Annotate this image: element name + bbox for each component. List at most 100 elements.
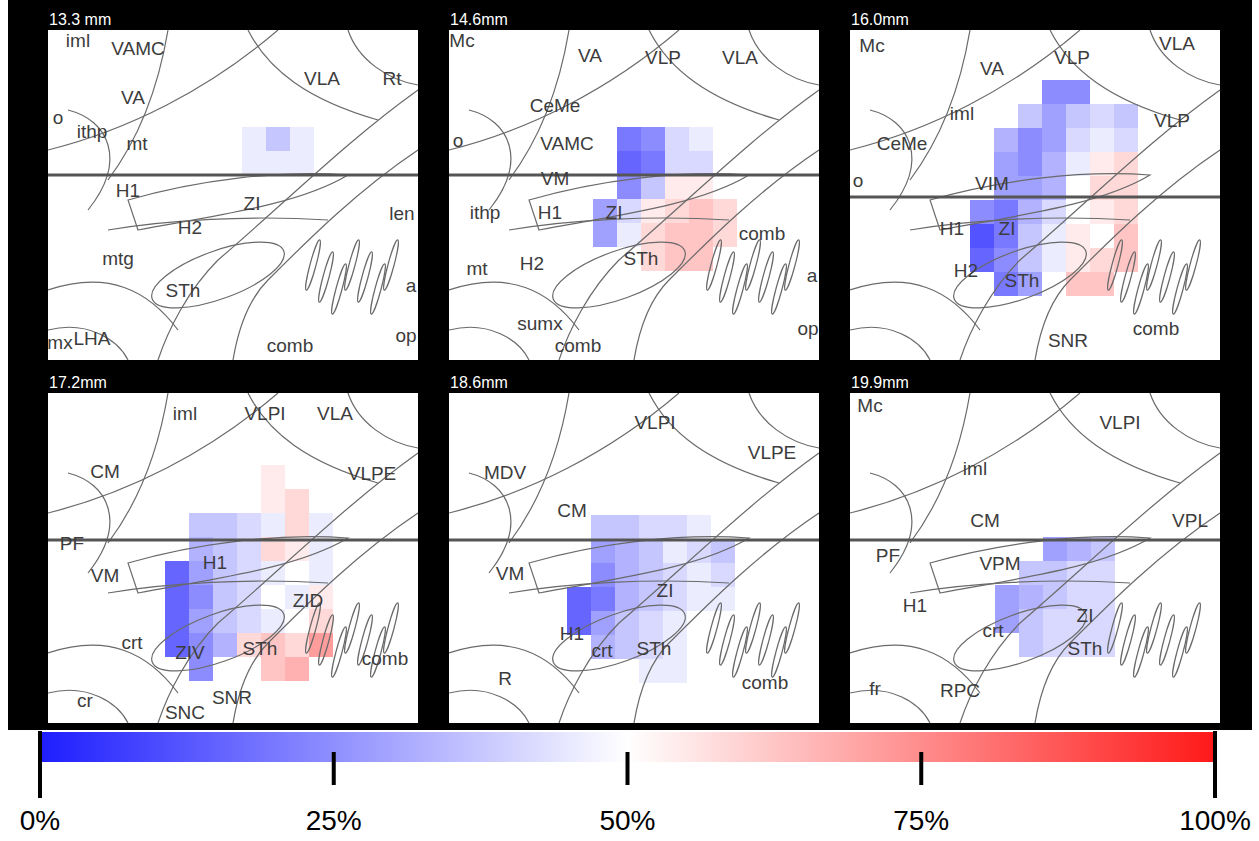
atlas-label: H2 <box>954 260 978 281</box>
heat-cell <box>213 513 237 537</box>
atlas-label: PF <box>876 545 900 566</box>
heat-cell <box>242 127 266 151</box>
atlas-label: op <box>395 325 416 346</box>
atlas-line <box>1183 239 1202 291</box>
heat-cell <box>994 128 1018 152</box>
heat-cell <box>665 175 689 199</box>
heat-cell <box>1042 104 1066 128</box>
atlas-outline <box>48 393 418 723</box>
atlas-line <box>634 513 819 723</box>
atlas-label: STh <box>243 638 278 659</box>
heat-cell <box>970 224 994 248</box>
atlas-label: VLP <box>1054 47 1090 68</box>
atlas-line <box>717 614 736 666</box>
atlas-line <box>1183 602 1202 654</box>
atlas-line <box>649 393 779 483</box>
heat-cell <box>1114 224 1138 248</box>
heat-cell <box>1042 224 1066 248</box>
atlas-line <box>1050 393 1180 483</box>
atlas-line <box>1157 614 1176 666</box>
atlas-line <box>469 473 511 573</box>
colorbar-tick-label: 100% <box>1179 805 1251 836</box>
heat-cell <box>1042 248 1066 272</box>
atlas-label: H1 <box>203 552 227 573</box>
atlas-label: H1 <box>940 218 964 239</box>
atlas-label: VLPI <box>634 412 675 433</box>
atlas-label: CeMe <box>877 133 928 154</box>
atlas-line <box>545 229 693 322</box>
atlas-line <box>1035 150 1220 360</box>
atlas-label: CM <box>970 510 1000 531</box>
heat-cell <box>591 587 615 611</box>
atlas-line <box>68 110 110 210</box>
atlas-label: VLA <box>1159 33 1195 54</box>
panel: McVAVLPVLACeMeoVAMCVMithpH1ZIcombmtH2STh… <box>449 30 819 360</box>
atlas-line <box>144 592 292 685</box>
atlas-label: PF <box>60 533 84 554</box>
atlas-line <box>870 110 912 210</box>
atlas-label: mt <box>126 133 148 154</box>
panel-title: 14.6mm <box>450 11 508 28</box>
heat-cell <box>687 587 711 611</box>
atlas-line <box>329 626 348 678</box>
atlas-line <box>1118 251 1137 303</box>
atlas-line <box>910 581 1130 593</box>
heat-cell <box>213 585 237 609</box>
heat-cell <box>261 513 285 537</box>
atlas-label: VLPE <box>348 463 397 484</box>
atlas-line <box>342 602 361 654</box>
heat-cell <box>1042 152 1066 176</box>
figure: imlVAMCVLARtVAoithpmtH1ZIH2lenmtgSThaLHA… <box>0 0 1259 841</box>
atlas-line <box>743 602 762 654</box>
atlas-line <box>509 581 729 593</box>
reference-line <box>449 539 819 542</box>
atlas-label: VLA <box>304 68 340 89</box>
atlas-line <box>1150 393 1220 448</box>
heat-cell <box>1090 200 1114 224</box>
atlas-line <box>756 251 775 303</box>
atlas-label: VAMC <box>540 133 593 154</box>
atlas-label: VIM <box>975 173 1009 194</box>
heat-cell <box>1066 200 1090 224</box>
heat-cell <box>665 247 689 271</box>
atlas-line <box>769 263 788 315</box>
atlas-line <box>559 90 819 360</box>
atlas-label: o <box>53 107 64 128</box>
atlas-line <box>48 645 178 693</box>
atlas-line <box>743 239 762 291</box>
heat-cell <box>285 513 309 537</box>
atlas-line <box>355 251 374 303</box>
atlas-line <box>769 626 788 678</box>
atlas-label: VPL <box>1172 510 1208 531</box>
atlas-line <box>649 30 779 120</box>
atlas-outline <box>850 393 1220 723</box>
atlas-line <box>634 150 819 360</box>
panel-title: 13.3 mm <box>49 11 111 28</box>
atlas-label: VM <box>91 565 120 586</box>
atlas-label: STh <box>624 248 659 269</box>
atlas-line <box>316 251 335 303</box>
heat-cell <box>689 247 713 271</box>
reference-line <box>48 539 418 542</box>
atlas-label: VA <box>980 58 1004 79</box>
atlas-line <box>248 30 378 120</box>
atlas-label: CM <box>557 500 587 521</box>
heat-cell <box>639 611 663 635</box>
atlas-line <box>850 282 980 330</box>
atlas-line <box>158 453 418 723</box>
heat-cell <box>309 561 333 585</box>
heat-cell <box>1114 104 1138 128</box>
atlas-label: mt <box>466 258 488 279</box>
atlas-line <box>48 327 128 360</box>
atlas-label: R <box>498 668 512 689</box>
panel-background <box>850 30 1220 360</box>
heat-cell <box>189 513 213 537</box>
heat-cell <box>1091 585 1115 609</box>
atlas-line <box>128 174 348 230</box>
heat-cell <box>261 489 285 513</box>
atlas-label: ZID <box>293 590 324 611</box>
atlas-label: SNR <box>212 687 252 708</box>
atlas-line <box>946 229 1094 322</box>
atlas-label: H2 <box>178 217 202 238</box>
atlas-label: ZI <box>606 202 623 223</box>
